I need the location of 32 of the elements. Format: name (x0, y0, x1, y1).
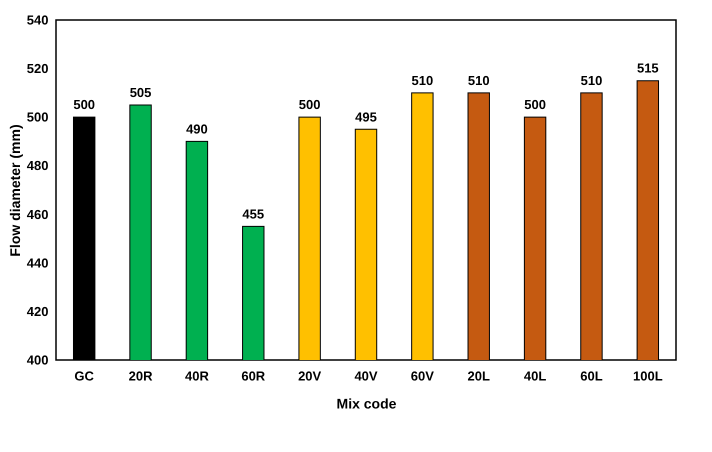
data-label: 490 (186, 121, 208, 136)
y-tick-label: 540 (26, 12, 48, 28)
x-tick-label: 60R (241, 368, 266, 384)
y-tick-label: 520 (26, 61, 48, 76)
y-axis-title: Flow diameter (mm) (6, 124, 23, 257)
data-label: 500 (298, 97, 320, 112)
y-tick-label: 420 (26, 304, 48, 319)
data-label: 455 (242, 206, 264, 222)
x-axis-title: Mix code (336, 396, 397, 412)
data-label: 515 (636, 60, 659, 76)
x-tick-label: 40L (524, 368, 546, 384)
y-tick-label: 440 (26, 255, 48, 270)
y-tick-label: 500 (26, 110, 48, 125)
x-tick-label: 100L (633, 368, 663, 384)
y-tick-label: 400 (26, 352, 48, 368)
data-label: 510 (468, 72, 490, 88)
x-tick-label: 60V (410, 368, 434, 384)
x-tick-label: 20R (128, 368, 154, 384)
data-label: 510 (412, 72, 434, 88)
x-tick-label: 40V (354, 368, 378, 384)
data-label: 510 (580, 72, 602, 88)
x-tick-label: 20V (298, 368, 322, 384)
x-tick-label: 60L (580, 368, 603, 384)
y-tick-label: 480 (26, 158, 48, 174)
data-label: 500 (524, 97, 546, 112)
y-tick-label: 460 (26, 206, 48, 222)
x-tick-label: 20L (468, 368, 490, 384)
x-tick-label: 40R (184, 368, 210, 384)
x-tick-label: GC (74, 368, 95, 384)
data-label: 500 (73, 97, 96, 112)
data-label: 505 (130, 85, 152, 100)
data-label: 495 (355, 109, 377, 124)
